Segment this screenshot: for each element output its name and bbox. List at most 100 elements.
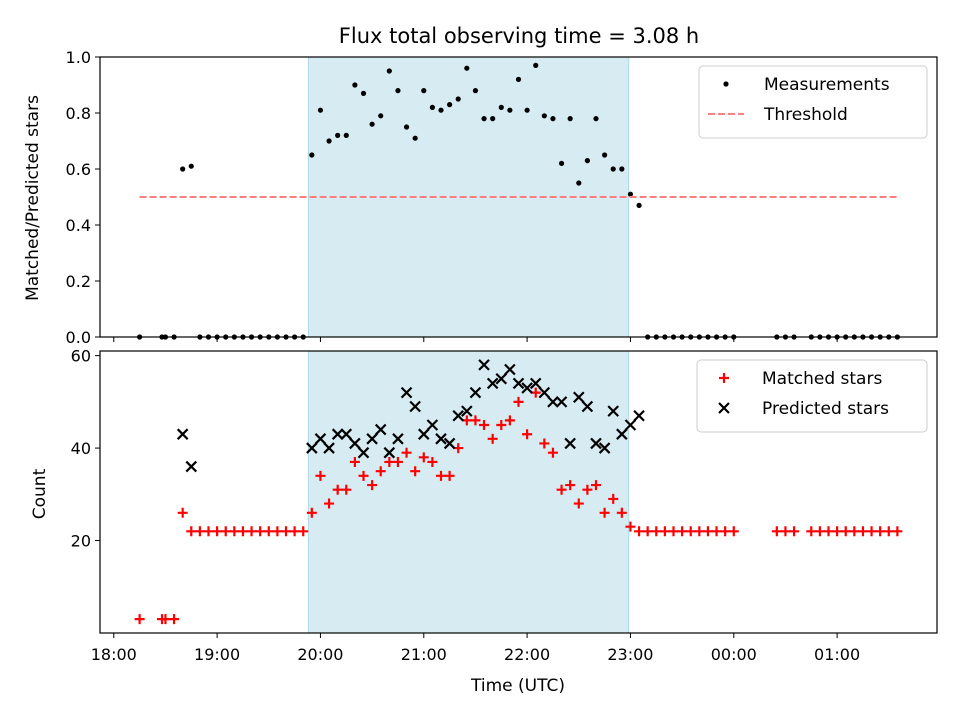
predicted-star-point [418, 428, 430, 440]
matched-star-point [875, 526, 886, 537]
matched-star-point [349, 456, 360, 467]
series-predicted-stars [176, 359, 645, 473]
predicted-star-point [573, 391, 585, 404]
y-tick-label: 20 [71, 532, 91, 551]
matched-star-point [677, 526, 688, 537]
legend: Matched stars Predicted stars [696, 359, 928, 433]
matched-star-point [582, 484, 593, 495]
matched-star-point [332, 484, 343, 495]
y-tick-label: 0.4 [66, 216, 91, 235]
matched-star-point [539, 438, 550, 449]
matched-star-point [341, 484, 352, 495]
legend-label: Matched stars [762, 369, 882, 389]
predicted-star-point [366, 433, 378, 445]
matched-star-point [375, 466, 386, 477]
measurement-point [636, 202, 642, 208]
x-tick-label: 00:00 [711, 645, 757, 664]
matched-star-point [229, 526, 240, 537]
matched-star-point [212, 526, 223, 537]
matched-star-point [720, 526, 731, 537]
measurement-point [386, 68, 392, 74]
matched-star-point [324, 498, 335, 509]
matched-star-point [651, 526, 662, 537]
x-tick-label: 19:00 [194, 645, 240, 664]
measurement-point [593, 116, 599, 122]
legend-box [698, 65, 928, 139]
matched-star-point [418, 452, 429, 463]
predicted-star-point [461, 405, 473, 417]
matched-star-point [685, 526, 696, 537]
chart-title: Flux total observing time = 3.08 h [339, 24, 699, 48]
y-tick-label: 40 [71, 439, 91, 458]
measurement-point [541, 113, 547, 119]
matched-star-point [367, 480, 378, 491]
matched-star-point [298, 526, 309, 537]
x-tick-label: 23:00 [607, 645, 653, 664]
matched-star-point [702, 526, 713, 537]
measurement-point [472, 88, 479, 94]
measurement-point [438, 107, 444, 113]
matched-star-point [134, 614, 145, 625]
matched-star-point [177, 507, 188, 518]
matched-star-point [436, 470, 446, 481]
matched-star-point [625, 521, 636, 532]
bottom-y-axis-label: Count [30, 468, 50, 519]
matched-star-point [806, 526, 817, 537]
measurement-point [524, 107, 530, 113]
y-tick-label: 0.8 [66, 104, 91, 123]
predicted-star-point [486, 377, 499, 390]
legend-measurement-swatch [723, 81, 729, 87]
measurement-point [627, 191, 634, 197]
matched-star-point [849, 526, 860, 537]
matched-star-point [315, 470, 326, 481]
matched-star-point [186, 526, 197, 537]
predicted-star-point [607, 405, 619, 417]
series-matched-stars [134, 387, 903, 625]
bottom-panel: 20 40 60 18:00 19:00 20:00 21:00 22:00 23:00 00:0… [71, 347, 938, 664]
matched-star-point [668, 526, 679, 537]
measurement-point [421, 88, 427, 94]
matched-star-point [401, 447, 412, 458]
matched-star-point [487, 433, 498, 444]
matched-star-point [194, 526, 205, 537]
predicted-star-point [435, 433, 447, 445]
measurement-point [343, 132, 349, 138]
observing-window-span [308, 351, 629, 633]
matched-star-point [384, 456, 395, 467]
matched-star-point [427, 456, 438, 467]
measurement-point [317, 107, 324, 113]
predicted-star-point [616, 428, 628, 440]
measurement-point [360, 90, 367, 96]
predicted-star-point [392, 433, 404, 445]
measurement-point [498, 104, 504, 110]
predicted-star-point [547, 396, 559, 408]
matched-star-point [392, 456, 403, 467]
measurement-point [352, 82, 358, 88]
x-tick-label: 21:00 [401, 645, 447, 664]
matched-star-point [169, 614, 180, 625]
legend-matched-swatch [719, 373, 729, 383]
matched-star-point [444, 470, 455, 481]
predicted-star-point [383, 446, 396, 459]
measurement-point [188, 163, 194, 169]
top-panel: 0.0 0.2 0.4 0.6 0.8 1.0 Measurements Threshold [66, 48, 938, 347]
measurement-point [369, 121, 375, 127]
y-tick-label: 0.6 [66, 160, 91, 179]
matched-star-point [246, 526, 257, 537]
matched-star-point [823, 526, 834, 537]
measurement-point [558, 160, 565, 166]
measurement-point [567, 116, 573, 122]
measurement-point [602, 152, 608, 158]
matched-star-point [780, 526, 791, 537]
matched-star-point [410, 466, 421, 477]
axes-frame [99, 56, 938, 338]
legend-predicted-swatch [718, 402, 730, 414]
matched-star-point [591, 480, 601, 491]
measurement-point [378, 113, 384, 119]
predicted-star-point [340, 428, 353, 440]
x-tick-label: 18:00 [91, 645, 137, 664]
matched-star-point [281, 526, 291, 537]
matched-star-point [659, 526, 670, 537]
matched-star-point [522, 429, 533, 440]
